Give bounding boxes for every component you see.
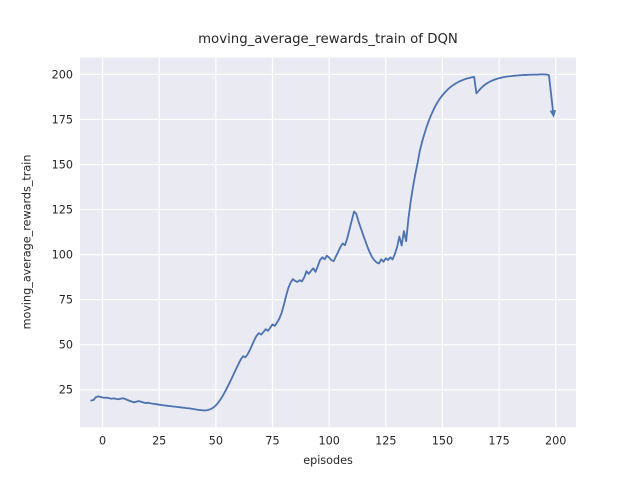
y-tick-label: 175 (52, 113, 73, 126)
y-tick-label: 25 (59, 384, 73, 397)
x-tick-label: 50 (209, 435, 223, 448)
x-tick-label: 125 (375, 435, 396, 448)
chart-title: moving_average_rewards_train of DQN (198, 32, 458, 47)
reward-line (90, 73, 555, 412)
y-tick-label: 150 (52, 158, 73, 171)
y-tick-label: 50 (59, 339, 73, 352)
y-axis-label: moving_average_rewards_train (20, 154, 34, 330)
x-tick-label: 100 (318, 435, 339, 448)
line-end-arrowhead (549, 109, 557, 118)
y-tick-label: 200 (52, 68, 73, 81)
x-tick-label: 200 (545, 435, 566, 448)
y-tick-label: 75 (59, 294, 73, 307)
x-tick-label: 175 (488, 435, 509, 448)
x-tick-label: 150 (432, 435, 453, 448)
y-tick-label: 125 (52, 204, 73, 217)
y-tick-label: 100 (52, 249, 73, 262)
x-tick-label: 25 (152, 435, 166, 448)
x-axis-label: episodes (303, 454, 353, 467)
x-tick-label: 0 (99, 435, 106, 448)
plot-area (80, 57, 576, 428)
x-tick-label: 75 (265, 435, 279, 448)
